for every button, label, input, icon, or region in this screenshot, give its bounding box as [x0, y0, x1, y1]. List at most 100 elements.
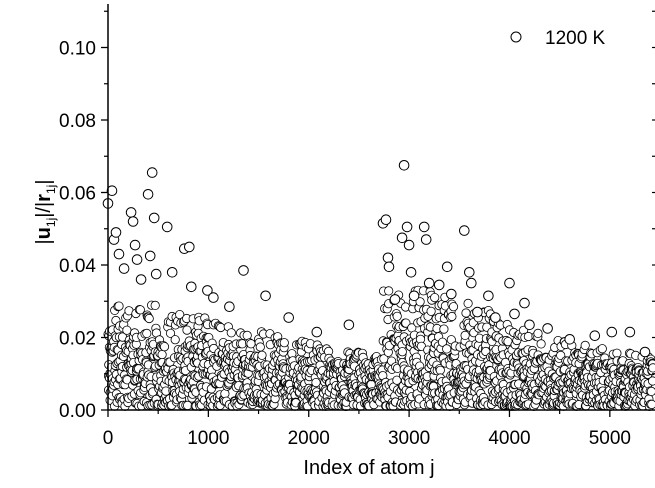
data-point [401, 221, 413, 233]
data-point [606, 326, 618, 338]
data-point-background [646, 386, 655, 396]
data-point [464, 267, 475, 278]
data-point [148, 212, 160, 224]
data-point [283, 312, 295, 323]
data-point [466, 277, 477, 289]
data-point-background [157, 349, 167, 360]
y-tick-label: 0.00 [59, 401, 96, 422]
legend-label-1200k: 1200 K [545, 28, 606, 49]
data-point-background [435, 365, 445, 375]
y-tick-label: 0.02 [59, 329, 96, 350]
data-point-background [430, 292, 440, 303]
data-point [184, 241, 195, 253]
legend-marker-1200k [510, 31, 522, 43]
data-point-background [216, 322, 226, 333]
data-point-background [150, 300, 160, 310]
data-point [403, 239, 415, 251]
data-point [441, 261, 453, 273]
data-point-background [255, 342, 265, 352]
x-tick-label: 1000 [187, 428, 229, 449]
data-point [420, 234, 432, 245]
data-point-background [170, 335, 180, 345]
data-point [166, 267, 178, 278]
data-point [589, 330, 601, 342]
data-point [186, 281, 197, 293]
data-point [472, 306, 483, 318]
data-point-background [384, 286, 394, 296]
x-axis-title: Index of atom j [303, 457, 434, 479]
x-tick-label: 5000 [589, 428, 631, 449]
data-point-background [257, 350, 267, 360]
y-title-bar-2: | [33, 179, 55, 184]
data-point-background [460, 330, 470, 340]
data-point [405, 267, 417, 278]
data-point-background [182, 325, 192, 335]
data-point-background [647, 399, 655, 409]
data-point [146, 167, 158, 178]
data-point [483, 290, 494, 302]
data-point-background [536, 339, 546, 349]
y-tick-label: 0.06 [59, 184, 96, 205]
data-point [127, 216, 139, 227]
y-title-r: r [33, 194, 55, 202]
data-point-background [447, 311, 457, 322]
data-point [125, 207, 137, 218]
data-point-background [159, 342, 170, 352]
data-point [208, 292, 219, 303]
x-tick-label: 4000 [488, 428, 530, 449]
y-tick-label: 0.08 [59, 111, 96, 132]
data-point-background [442, 344, 452, 354]
data-point-background [142, 328, 152, 338]
data-point [118, 263, 130, 274]
data-point-background [437, 337, 448, 347]
x-tick-label: 2000 [288, 428, 330, 449]
data-point-background [415, 297, 425, 307]
data-point-background [612, 348, 622, 358]
x-tick-label: 3000 [388, 428, 430, 449]
y-axis-title: |u1j|/|r1j| [33, 179, 58, 244]
y-tick-label: 0.10 [59, 39, 96, 60]
data-point-background [165, 328, 176, 338]
data-point-background [279, 338, 289, 348]
data-point-background [246, 339, 256, 349]
data-point-background [397, 347, 407, 357]
data-point-background [122, 325, 132, 335]
data-point-background [648, 363, 655, 373]
data-point-background [392, 311, 402, 321]
y-tick-label: 0.04 [59, 256, 96, 277]
data-point [542, 323, 553, 334]
data-point [509, 308, 520, 320]
data-point [490, 312, 501, 323]
data-point [343, 319, 355, 331]
data-point [459, 225, 470, 236]
data-point [383, 261, 395, 273]
data-point [238, 265, 249, 276]
y-title-sub-2: 1j [44, 185, 58, 194]
data-point-background [448, 302, 459, 312]
data-point-background [523, 331, 534, 342]
data-point [423, 277, 435, 289]
x-tick-label: 0 [103, 428, 114, 449]
data-point [564, 334, 576, 345]
data-point-background [439, 324, 449, 334]
data-point [260, 290, 271, 302]
y-title-sub-1: 1j [44, 218, 58, 227]
data-point [161, 221, 173, 233]
data-point-background [311, 377, 321, 388]
data-point [398, 160, 410, 171]
data-point [311, 326, 323, 338]
data-point [446, 288, 457, 300]
data-point [202, 285, 213, 296]
data-point [113, 248, 125, 260]
data-point-background [114, 301, 124, 311]
data-point-background [401, 318, 411, 328]
data-point [110, 227, 122, 238]
data-point [624, 326, 636, 338]
data-point-background [426, 306, 436, 316]
data-point [382, 252, 394, 264]
data-point [224, 301, 235, 313]
data-point [106, 185, 118, 196]
data-point-background [461, 308, 471, 318]
data-point [144, 250, 156, 262]
